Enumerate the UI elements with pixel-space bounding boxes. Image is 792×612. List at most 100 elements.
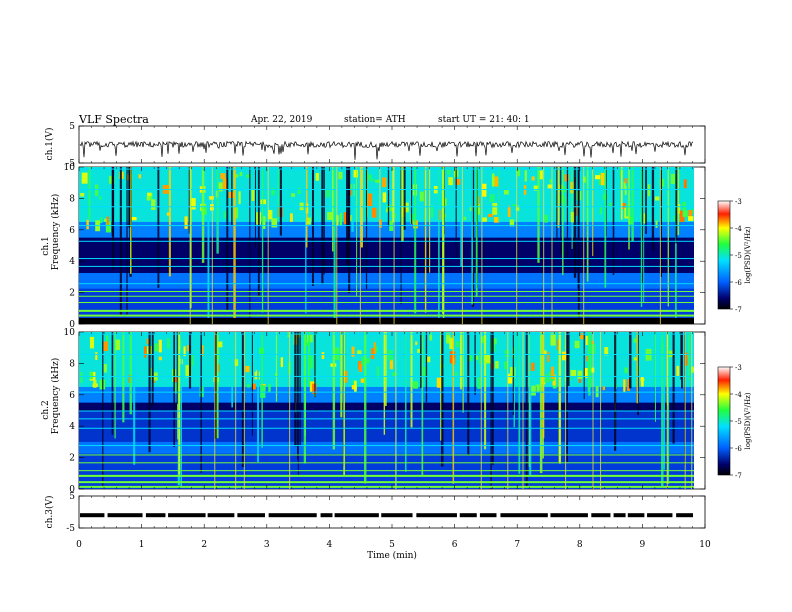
x-tick-label: 6	[452, 540, 458, 550]
colorbar-tick-label: -6	[735, 279, 742, 287]
sferic-streak	[471, 167, 473, 305]
sferic-streak	[421, 332, 424, 477]
sferic-streak	[188, 167, 191, 234]
spectrogram-cell	[95, 352, 98, 361]
spectrogram-cell	[544, 374, 550, 383]
y-tick-label: 6	[69, 226, 75, 236]
ch3-trace-segment	[591, 513, 611, 518]
spectrogram-line	[79, 283, 694, 285]
spectrogram-cell	[114, 339, 121, 351]
spectrogram-band	[79, 257, 694, 262]
spectrogram-cell	[352, 170, 359, 178]
sferic-streak	[111, 332, 114, 435]
spectrogram-band	[79, 296, 694, 301]
spectrogram-cell	[425, 356, 431, 363]
spectrogram-band	[79, 221, 694, 227]
spectrogram-cell	[389, 357, 394, 370]
x-tick-label: 4	[327, 540, 333, 550]
sferic-streak	[440, 332, 442, 441]
spectrogram-cell	[449, 351, 456, 364]
marker-line	[565, 332, 567, 489]
spectrogram-cell	[515, 205, 520, 211]
sferic-streak	[351, 167, 354, 232]
spectrogram-cell	[446, 168, 451, 175]
colorbar-tick-label: -6	[735, 445, 742, 453]
spectrogram-cell	[679, 210, 685, 222]
spectrogram-cell	[338, 171, 343, 180]
spectrogram-cell	[360, 378, 366, 383]
x-tick-label: 2	[201, 540, 207, 550]
sferic-streak	[348, 167, 351, 294]
spectrogram-cell	[290, 213, 293, 222]
spectrogram-cell	[476, 196, 479, 206]
sferic-streak	[403, 167, 406, 230]
ch2-spectrogram-ylabel-frequency: Frequency (kHz)	[50, 358, 61, 435]
spectrogram-cell	[223, 211, 227, 219]
spectrogram-cell	[626, 379, 631, 391]
sferic-streak	[231, 332, 234, 408]
spectrogram-cell	[105, 335, 109, 347]
spectrogram-cell	[359, 364, 363, 373]
y-tick-label: 2	[69, 454, 75, 464]
sferic-streak	[560, 167, 562, 255]
spectrogram-cell	[239, 172, 243, 177]
spectrogram-band	[79, 449, 694, 455]
spectrogram-band	[79, 269, 694, 274]
spectrogram-cell	[343, 212, 349, 225]
spectrogram-band	[79, 265, 694, 270]
spectrogram-cell	[504, 350, 510, 358]
sferic-streak	[645, 167, 647, 234]
spectrogram-cell	[364, 358, 370, 364]
spectrogram-line	[79, 206, 694, 208]
spectrogram-cell	[533, 185, 539, 191]
sferic-streak	[605, 167, 607, 237]
sferic-streak	[332, 332, 336, 450]
ch3-trace-segment	[207, 513, 235, 518]
spectrogram-band	[79, 233, 694, 239]
spectrogram-cell	[475, 355, 479, 360]
sferic-streak	[631, 167, 634, 242]
spectrogram-cell	[234, 207, 239, 219]
spectrogram-cell	[455, 179, 461, 185]
spectrogram-cell	[291, 193, 296, 197]
spectrogram-cell	[375, 346, 378, 353]
colorbar-tick-label: -7	[735, 472, 742, 480]
spectrogram-cell	[251, 189, 255, 201]
sferic-streak	[294, 332, 297, 447]
spectrogram-cell	[604, 347, 609, 356]
sferic-streak	[364, 332, 367, 484]
spectrogram-cell	[544, 214, 548, 223]
sferic-streak	[614, 332, 617, 451]
spectrogram-cell	[599, 205, 603, 215]
sferic-streak	[571, 167, 573, 249]
spectrogram-cell	[507, 205, 511, 217]
sferic-streak	[663, 332, 666, 470]
ch3-trace-segment	[145, 513, 166, 518]
spectrogram-cell	[357, 350, 362, 355]
spectrogram-cell	[258, 347, 264, 356]
spectrogram-cell	[371, 207, 377, 218]
sferic-streak	[542, 332, 545, 439]
ch3-trace-segment	[613, 513, 626, 518]
spectrogram-cell	[268, 384, 271, 393]
spectrogram-cell	[504, 361, 508, 370]
sferic-streak	[558, 332, 562, 464]
sferic-streak	[178, 332, 181, 475]
marker-line	[336, 167, 338, 324]
sferic-streak	[401, 167, 404, 242]
spectrogram-cell	[189, 360, 193, 367]
sferic-streak	[513, 332, 515, 428]
spectrogram-band	[79, 276, 694, 282]
marker-line	[235, 332, 237, 489]
spectrogram-cell	[103, 341, 109, 352]
y-tick-label: -5	[66, 524, 75, 534]
spectrogram-cell	[585, 335, 589, 346]
sferic-streak	[297, 332, 299, 460]
spectrogram-cell	[547, 351, 550, 363]
sferic-streak	[251, 332, 253, 436]
sferic-streak	[660, 167, 662, 277]
sferic-streak	[586, 167, 589, 282]
spectrogram-cell	[370, 348, 375, 359]
sferic-streak	[323, 167, 325, 275]
spectrogram-band	[79, 225, 694, 231]
